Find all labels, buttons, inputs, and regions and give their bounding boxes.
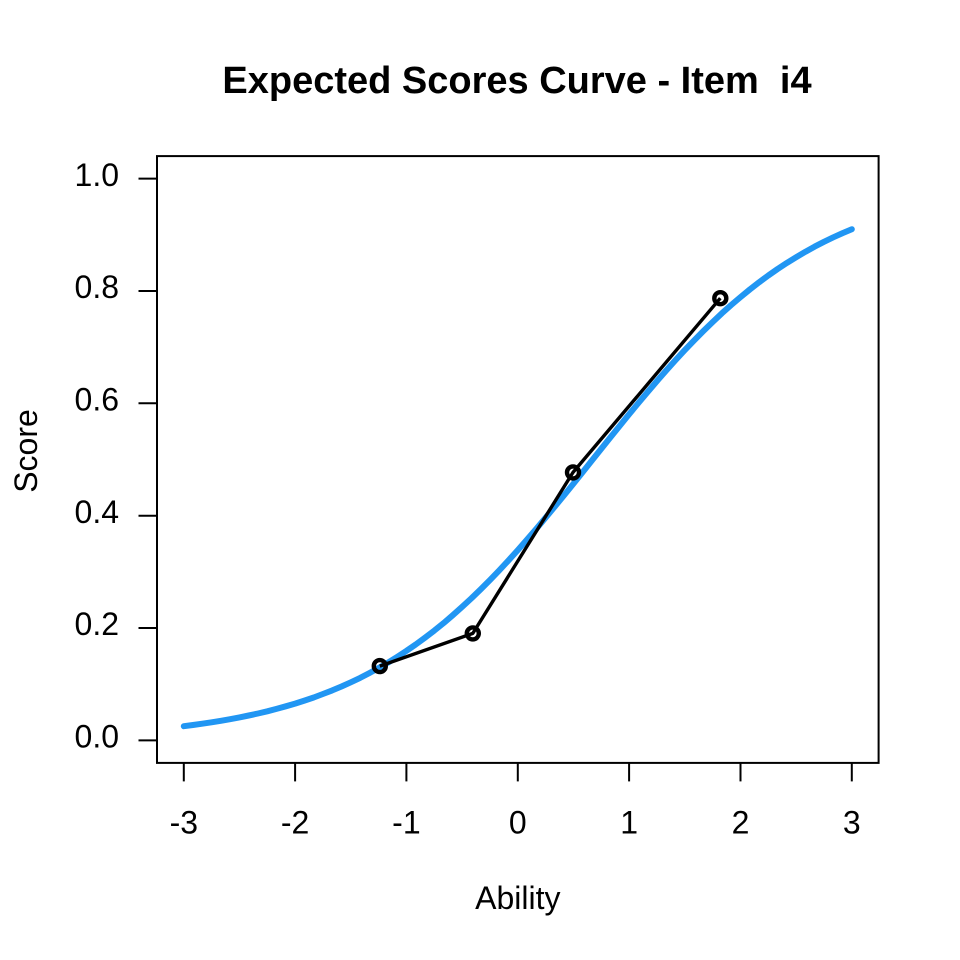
svg-text:0.0: 0.0 xyxy=(75,719,119,755)
svg-text:Score: Score xyxy=(8,409,44,493)
svg-text:Ability: Ability xyxy=(475,880,560,916)
svg-text:-1: -1 xyxy=(392,804,420,840)
svg-text:Expected Scores Curve - Item: Expected Scores Curve - Item i4 xyxy=(222,60,811,102)
svg-text:0.4: 0.4 xyxy=(75,494,119,530)
svg-text:1.0: 1.0 xyxy=(75,157,119,193)
svg-text:3: 3 xyxy=(843,804,861,840)
svg-text:-3: -3 xyxy=(170,804,198,840)
svg-text:0: 0 xyxy=(509,804,527,840)
svg-text:0.2: 0.2 xyxy=(75,606,119,642)
svg-text:1: 1 xyxy=(620,804,638,840)
svg-text:2: 2 xyxy=(732,804,750,840)
svg-text:0.6: 0.6 xyxy=(75,382,119,418)
svg-text:-2: -2 xyxy=(281,804,309,840)
svg-text:0.8: 0.8 xyxy=(75,269,119,305)
